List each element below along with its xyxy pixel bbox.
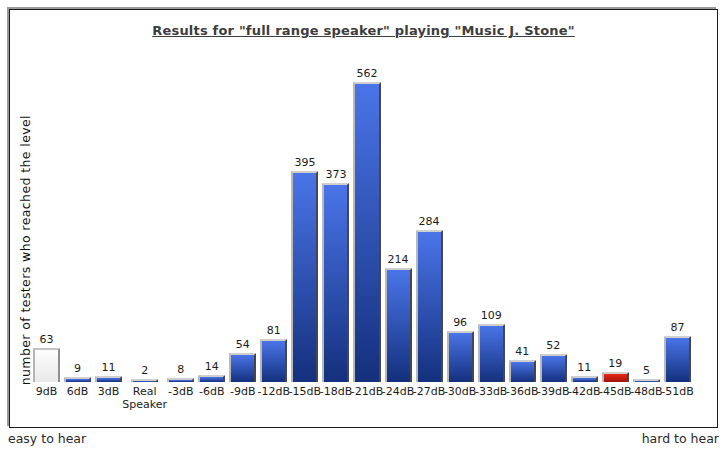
- footer-easy-label: easy to hear: [8, 431, 86, 446]
- bar-slot: 639dB: [33, 333, 60, 382]
- bar-slot: 96-30dB: [447, 316, 474, 382]
- bar-value-label: 41: [515, 345, 529, 358]
- bar-value-label: 52: [546, 339, 560, 352]
- bar--24db: [385, 268, 412, 382]
- bar-slot: 14-6dB: [198, 360, 225, 382]
- bar-slot: 5-48dB: [633, 364, 660, 382]
- bar-slot: 11-42dB: [571, 361, 598, 382]
- bar--15db: [291, 171, 318, 382]
- bar-value-label: 9: [74, 362, 81, 375]
- bar--39db: [540, 354, 567, 382]
- bar-value-label: 284: [419, 215, 440, 228]
- footer-hard-label: hard to hear: [642, 431, 719, 446]
- x-tick-label: -51dB: [647, 385, 707, 398]
- bar-slot: 395-15dB: [291, 156, 318, 382]
- bar--51db: [664, 336, 691, 382]
- bar--36db: [509, 360, 536, 382]
- bar-slot: 2Real Speaker: [131, 364, 158, 382]
- bar-value-label: 11: [577, 361, 591, 374]
- bar-slot: 19-45dB: [602, 357, 629, 382]
- bar-slot: 8-3dB: [167, 363, 194, 382]
- bar--45db: [602, 372, 629, 382]
- bar-value-label: 54: [236, 338, 250, 351]
- bar-value-label: 14: [205, 360, 219, 373]
- bar-slot: 284-27dB: [416, 215, 443, 382]
- bar--42db: [571, 376, 598, 382]
- bar--27db: [416, 230, 443, 382]
- bar-slot: 562-21dB: [353, 67, 380, 382]
- bar-slot: 41-36dB: [509, 345, 536, 382]
- plot-area: 639dB96dB113dB2Real Speaker8-3dB14-6dB54…: [31, 72, 693, 382]
- bar--3db: [167, 378, 194, 382]
- bar--12db: [260, 339, 287, 382]
- chart-page: Results for "full range speaker" playing…: [0, 0, 728, 456]
- chart-title: Results for "full range speaker" playing…: [10, 23, 717, 38]
- bar-slot: 81-12dB: [260, 324, 287, 382]
- bar-value-label: 562: [356, 67, 377, 80]
- bar--6db: [198, 375, 225, 382]
- bar-slot: 373-18dB: [322, 168, 349, 382]
- bar-slot: 214-24dB: [385, 253, 412, 382]
- bar--9db: [229, 353, 256, 382]
- chart-frame: Results for "full range speaker" playing…: [9, 9, 718, 428]
- bar-slot: 96dB: [64, 362, 91, 382]
- bar-value-label: 395: [294, 156, 315, 169]
- bar-6db: [64, 377, 91, 382]
- bar-slot: 52-39dB: [540, 339, 567, 382]
- bar-slot: 54-9dB: [229, 338, 256, 382]
- bar-real-speaker: [131, 379, 158, 382]
- bar-value-label: 11: [102, 361, 116, 374]
- bar-value-label: 109: [481, 309, 502, 322]
- bar--48db: [633, 379, 660, 382]
- bar--21db: [353, 82, 380, 382]
- bar-value-label: 2: [141, 364, 148, 377]
- bar-slot: 87-51dB: [664, 321, 691, 382]
- bar-value-label: 373: [325, 168, 346, 181]
- bar-value-label: 214: [388, 253, 409, 266]
- bar--33db: [478, 324, 505, 382]
- bar-9db: [33, 348, 60, 382]
- bar-value-label: 87: [670, 321, 684, 334]
- bar-value-label: 63: [40, 333, 54, 346]
- bar-value-label: 81: [267, 324, 281, 337]
- bar-slot: 113dB: [95, 361, 122, 382]
- bar-3db: [95, 376, 122, 382]
- bar--18db: [322, 183, 349, 382]
- bar--30db: [447, 331, 474, 382]
- bar-value-label: 5: [643, 364, 650, 377]
- bar-value-label: 19: [608, 357, 622, 370]
- bar-value-label: 96: [453, 316, 467, 329]
- bar-slot: 109-33dB: [478, 309, 505, 382]
- bar-value-label: 8: [177, 363, 184, 376]
